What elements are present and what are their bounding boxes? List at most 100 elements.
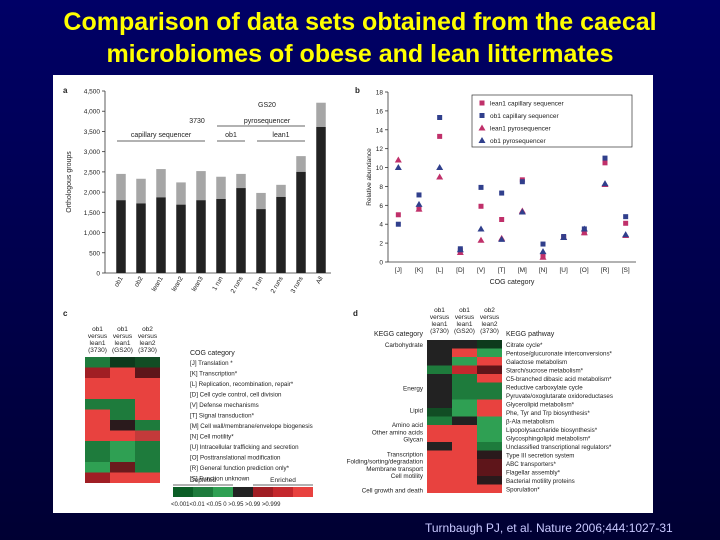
panel-b-legend-label: ob1 pyrosequencer — [490, 138, 546, 145]
panel-b-ytick-label: 10 — [376, 165, 384, 172]
panel-c-legend-swatch — [273, 487, 293, 497]
panel-d-cell — [477, 450, 502, 459]
panel-b-point — [580, 225, 588, 232]
panel-b-point — [622, 231, 630, 238]
panel-d-category-label: Transcription — [387, 451, 424, 458]
panel-d-cell — [427, 391, 452, 400]
panel-a-bar-segment-dark — [256, 209, 266, 273]
panel-b-legend-marker — [478, 124, 486, 131]
panel-c-cell — [85, 409, 110, 420]
panel-d-cell — [427, 374, 452, 383]
panel-c-cell — [110, 441, 135, 452]
panel-a-label: a — [63, 86, 68, 95]
panel-d-cell — [427, 476, 452, 485]
panel-d-pathway-label: Glycerolipid metabolism* — [506, 402, 575, 409]
panel-b-point — [518, 208, 526, 215]
panel-d-cell — [452, 382, 477, 391]
panel-c-col-header: (GS20) — [112, 347, 133, 354]
panel-d-category-label: Cell growth and death — [362, 488, 424, 495]
panel-a-category-label: 2 runs — [230, 275, 245, 295]
panel-d-cell — [427, 459, 452, 468]
panel-d-cell — [427, 416, 452, 425]
panel-c-cell — [135, 357, 160, 368]
panel-b-category-label: [M] — [518, 267, 527, 274]
panel-d-pathway-label: β-Ala metabolism — [506, 419, 554, 426]
panel-d-cell — [427, 467, 452, 476]
slide-title: Comparison of data sets obtained from th… — [0, 6, 720, 70]
panel-b-point — [580, 229, 588, 236]
panel-c-legend-swatch — [213, 487, 233, 497]
panel-c-col-header: lean1 — [115, 340, 131, 347]
panel-a-group-pyro: pyrosequencer — [244, 118, 291, 125]
panel-c-cell — [85, 420, 110, 431]
panel-c-cell — [135, 420, 160, 431]
panel-c-cell — [110, 472, 135, 483]
panel-b-category-label: [D] — [456, 267, 465, 274]
panel-d-cell — [427, 408, 452, 417]
panel-c-row-label: [V] Defense mechanisms — [190, 402, 259, 409]
panel-c-cell — [85, 378, 110, 389]
panel-b-legend-marker — [479, 100, 485, 106]
panel-d-cell — [427, 365, 452, 374]
panel-c-cell — [135, 441, 160, 452]
panel-a-category-label: ob1 — [113, 275, 125, 288]
panel-c-label: c — [63, 309, 68, 318]
panel-a-ytick-label: 3,500 — [84, 129, 101, 136]
panel-a-group-lean1: lean1 — [272, 132, 289, 139]
panel-a-bar-segment-gray — [156, 169, 166, 198]
panel-a-ytick-label: 1,500 — [84, 210, 101, 217]
panel-d-pathway-label: Pyruvate/oxoglutarate oxidoreductases — [506, 393, 613, 400]
panel-d-col-header: ob2 — [484, 307, 495, 314]
panel-c-cell — [135, 472, 160, 483]
panel-d-cell — [452, 425, 477, 434]
panel-c-legend-enriched: Enriched — [270, 477, 296, 484]
panel-b-point — [602, 160, 608, 166]
panel-b-point — [436, 173, 444, 180]
panel-a-ylabel: Orthologous groups — [66, 151, 73, 213]
panel-d-cell — [477, 442, 502, 451]
panel-b-ytick-label: 2 — [379, 241, 383, 248]
panel-b-legend-label: ob1 capillary sequencer — [490, 113, 559, 120]
panel-c-row-label: [R] General function prediction only* — [190, 465, 290, 472]
panel-b-point — [477, 225, 485, 232]
panel-a-bar-segment-gray — [316, 102, 326, 127]
panel-d-cell — [477, 391, 502, 400]
panel-d-category-label: Other amino acids — [372, 429, 423, 436]
panel-a-bar-segment-dark — [216, 198, 226, 273]
panel-b-point — [539, 248, 547, 255]
panel-d-col-header: (3730) — [480, 328, 499, 335]
panel-a-bar-segment-dark — [236, 188, 246, 273]
panel-b-point — [623, 214, 629, 220]
panel-a-category-label: 2 runs — [270, 275, 285, 295]
panel-c-cell — [135, 367, 160, 378]
panel-d-cell — [452, 374, 477, 383]
panel-c-cell — [135, 430, 160, 441]
panel-d-cell — [427, 382, 452, 391]
panel-d-cell — [452, 476, 477, 485]
panel-d-cell — [427, 484, 452, 493]
panel-d-col-header: lean2 — [482, 321, 498, 328]
panel-b-point — [560, 233, 568, 240]
panel-d-cell — [477, 399, 502, 408]
panel-b-category-label: [K] — [415, 267, 423, 274]
panel-d-cell — [477, 365, 502, 374]
panel-c-title: COG category — [190, 350, 235, 357]
panel-d-pathway-label: ABC transporters* — [506, 461, 556, 468]
panel-c-cell — [135, 409, 160, 420]
panel-a-bar-segment-dark — [296, 171, 306, 273]
panel-c-cog-heatmap: cob1versuslean1(3730)ob1versuslean1(GS20… — [63, 309, 313, 508]
panel-c-cell — [135, 388, 160, 399]
panel-d-label: d — [353, 309, 358, 318]
panel-d-cell — [477, 433, 502, 442]
panel-d-cell — [452, 442, 477, 451]
panel-d-cell — [452, 408, 477, 417]
panel-d-pathway-label: Type III secretion system — [506, 453, 574, 460]
panel-d-pathway-label: Galactose metabolism — [506, 359, 567, 366]
panel-b-point — [478, 203, 484, 209]
panel-d-cell — [452, 365, 477, 374]
panel-c-col-header: lean2 — [140, 340, 156, 347]
panel-b-category-label: [V] — [477, 267, 485, 274]
panel-d-cell — [452, 340, 477, 349]
panel-d-cell — [477, 357, 502, 366]
panel-a-bar-segment-gray — [216, 176, 226, 199]
